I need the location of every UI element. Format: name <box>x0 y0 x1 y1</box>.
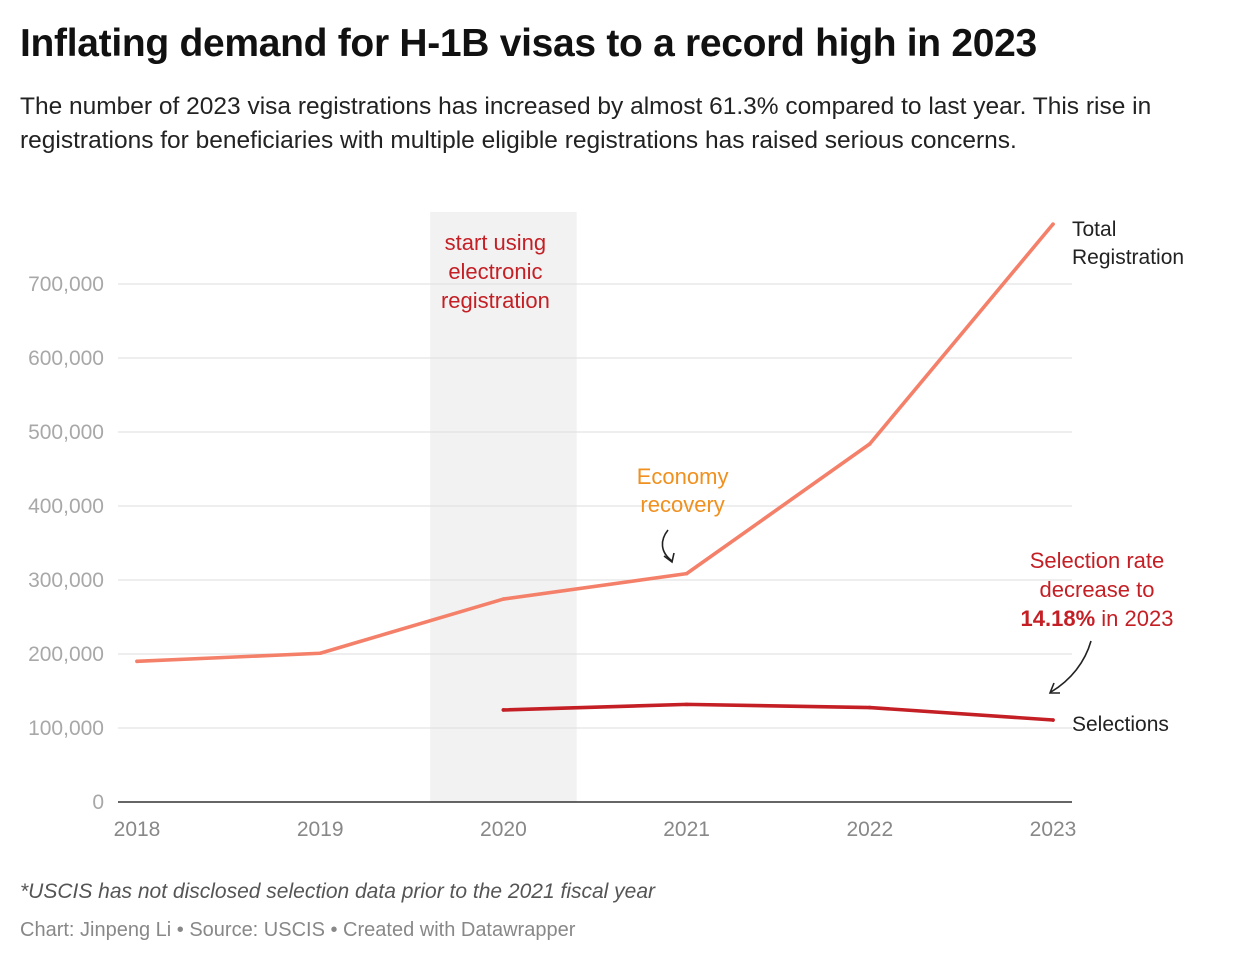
annotation-electronic-registration: start using <box>445 230 547 255</box>
electronic-registration-band <box>430 212 577 802</box>
data-point <box>1051 718 1055 722</box>
annotation-arrow <box>1050 640 1092 693</box>
series-label: Selections <box>1072 713 1169 736</box>
annotation-selection-rate: Selection rate <box>1030 548 1165 573</box>
annotation-arrowhead <box>663 552 675 564</box>
data-point <box>868 442 872 446</box>
x-tick-label: 2021 <box>663 818 710 841</box>
x-tick-label: 2023 <box>1030 818 1077 841</box>
line-chart: 0 100,000 200,000 300,000 400,000 500,000 600,… <box>28 212 1184 841</box>
series-line-total-registration <box>135 222 1055 664</box>
data-point <box>135 659 139 664</box>
chart-subtitle: The number of 2023 visa registrations ha… <box>20 93 1152 154</box>
annotation-selection-rate-value: 14.18% in 2023 <box>1021 606 1174 631</box>
y-tick-label: 500,000 <box>28 421 104 444</box>
data-point <box>1051 222 1055 226</box>
footnote: *USCIS has not disclosed selection data … <box>20 880 656 903</box>
x-tick-label: 2022 <box>846 818 893 841</box>
y-tick-label: 600,000 <box>28 347 104 370</box>
data-point <box>684 571 689 576</box>
annotation-economy-recovery: recovery <box>640 492 724 517</box>
series-label: Total <box>1072 218 1116 241</box>
y-tick-label: 700,000 <box>28 273 104 296</box>
y-tick-label: 200,000 <box>28 643 104 666</box>
series-line-selections <box>501 702 1055 722</box>
series-label: Registration <box>1072 246 1184 269</box>
y-tick-label: 300,000 <box>28 569 104 592</box>
annotation-electronic-registration: registration <box>441 288 550 313</box>
data-point <box>684 702 689 707</box>
y-tick-label: 0 <box>92 791 104 814</box>
data-point <box>501 597 506 601</box>
annotation-economy-recovery: Economy <box>637 464 729 489</box>
x-tick-label: 2020 <box>480 818 527 841</box>
data-point <box>868 705 872 710</box>
chart-title: Inflating demand for H-1B visas to a rec… <box>20 22 1037 65</box>
annotation-arrowhead <box>1048 682 1060 694</box>
byline: Chart: Jinpeng Li • Source: USCIS • Crea… <box>20 919 576 941</box>
data-point <box>501 708 506 712</box>
y-tick-label: 100,000 <box>28 717 104 740</box>
x-tick-label: 2018 <box>114 818 161 841</box>
x-tick-label: 2019 <box>297 818 344 841</box>
annotation-arrow <box>661 529 673 562</box>
y-tick-label: 400,000 <box>28 495 104 518</box>
annotation-selection-rate: decrease to <box>1040 577 1155 602</box>
annotation-electronic-registration: electronic <box>448 259 542 284</box>
data-point <box>318 651 323 656</box>
